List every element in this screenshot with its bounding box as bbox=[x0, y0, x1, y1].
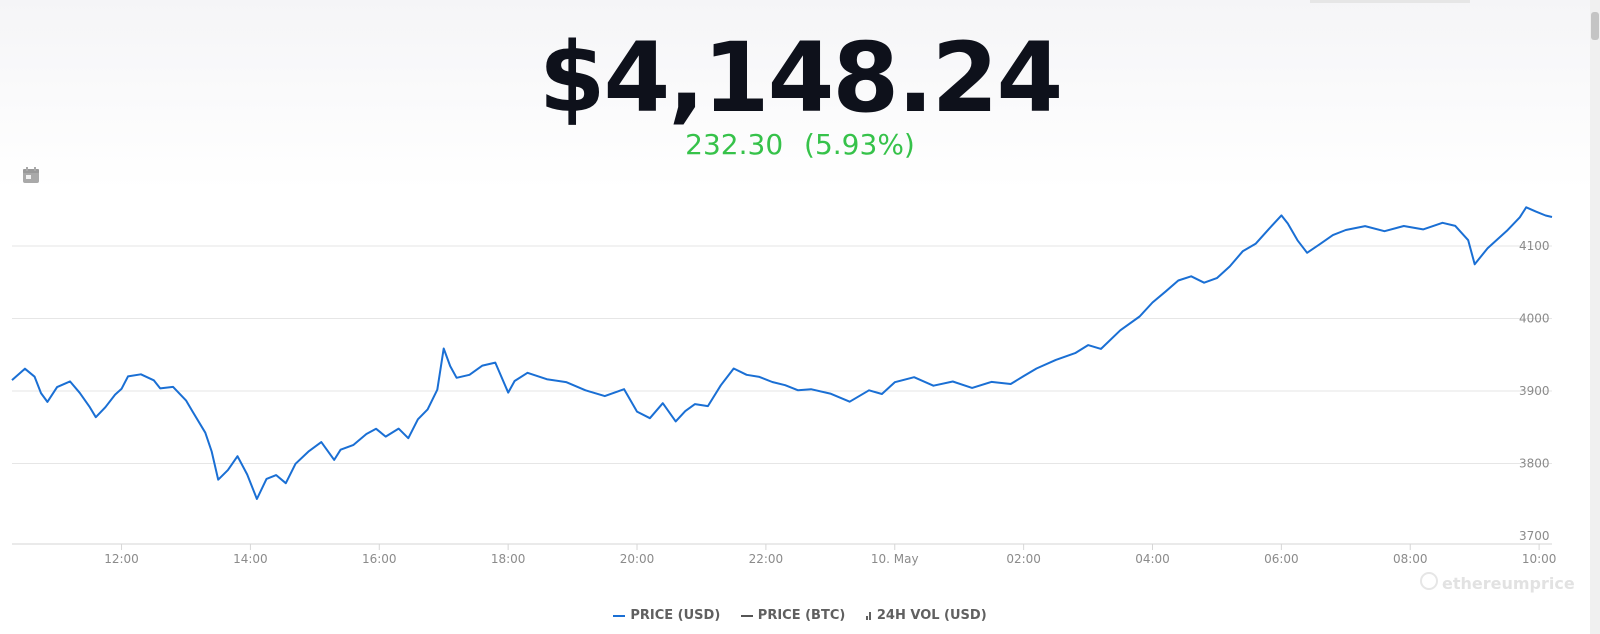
price-change-percent: (5.93%) bbox=[804, 128, 915, 161]
x-tick-label: 14:00 bbox=[233, 552, 268, 566]
y-tick-label: 3800 bbox=[1519, 457, 1550, 471]
x-tick-label: 04:00 bbox=[1135, 552, 1170, 566]
scrollbar[interactable] bbox=[1590, 0, 1600, 634]
watermark-logo-icon bbox=[1420, 572, 1438, 590]
legend-label: PRICE (USD) bbox=[630, 608, 721, 623]
price-change-absolute: 232.30 bbox=[685, 128, 784, 161]
x-tick-label: 02:00 bbox=[1006, 552, 1041, 566]
current-price: $4,148.24 bbox=[538, 22, 1064, 134]
y-axis-labels: 3700 3800 3900 4000 4100 bbox=[1519, 239, 1550, 543]
y-tick-label: 3900 bbox=[1519, 384, 1550, 398]
legend-item-price-usd[interactable]: PRICE (USD) bbox=[613, 608, 720, 623]
x-tick-label: 06:00 bbox=[1264, 552, 1299, 566]
x-tick-label: 20:00 bbox=[620, 552, 655, 566]
legend-item-24h-vol[interactable]: 24H VOL (USD) bbox=[865, 608, 987, 623]
y-tick-label: 4100 bbox=[1519, 239, 1550, 253]
price-change: 232.30 (5.93%) bbox=[0, 128, 1600, 161]
x-tick-label: 18:00 bbox=[491, 552, 526, 566]
x-tick-label: 10:00 bbox=[1522, 552, 1557, 566]
legend-line-icon bbox=[613, 614, 626, 617]
calendar-icon[interactable] bbox=[22, 166, 40, 184]
scrollbar-thumb[interactable] bbox=[1591, 12, 1599, 40]
x-axis-labels: 12:00 14:00 16:00 18:00 20:00 22:00 10. May 02:… bbox=[104, 544, 1556, 566]
legend-line-icon bbox=[740, 614, 753, 617]
watermark: ethereumprice bbox=[1442, 574, 1575, 593]
price-chart[interactable]: 3700 3800 3900 4000 4100 12:00 14:00 16:00 18:0… bbox=[0, 0, 1590, 600]
legend-label: PRICE (BTC) bbox=[757, 608, 846, 623]
x-tick-label: 10. May bbox=[871, 552, 919, 566]
x-tick-label: 16:00 bbox=[362, 552, 397, 566]
y-tick-label: 4000 bbox=[1519, 312, 1550, 326]
legend-label: 24H VOL (USD) bbox=[876, 608, 987, 623]
chart-legend: PRICE (USD) PRICE (BTC) 24H VOL (USD) bbox=[0, 608, 1600, 623]
series-price-usd-line[interactable] bbox=[11, 206, 1553, 500]
legend-bars-icon bbox=[865, 611, 872, 620]
x-tick-label: 08:00 bbox=[1393, 552, 1428, 566]
legend-item-price-btc[interactable]: PRICE (BTC) bbox=[740, 608, 846, 623]
x-tick-label: 22:00 bbox=[749, 552, 784, 566]
y-tick-label: 3700 bbox=[1519, 529, 1550, 543]
top-accent-line bbox=[1310, 0, 1470, 3]
x-tick-label: 12:00 bbox=[104, 552, 139, 566]
chart-grid bbox=[12, 245, 1552, 464]
